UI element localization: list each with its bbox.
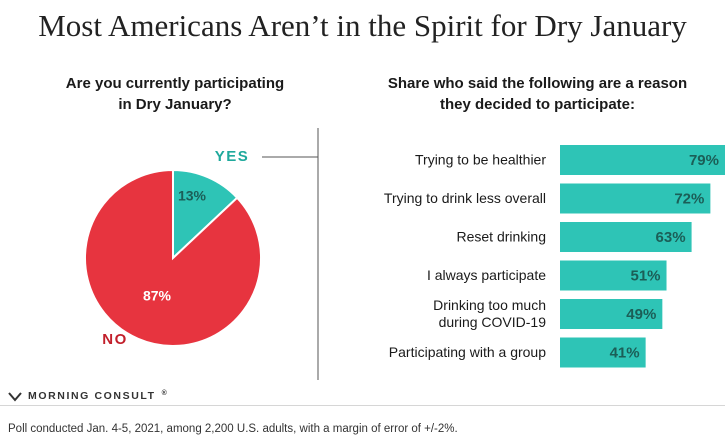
bar-title-line: Share who said the following are a reaso… [387, 75, 688, 92]
pie-chart: 13% YES 87% NO [84, 148, 262, 348]
pie-slice-no [84, 168, 262, 347]
bar [560, 337, 646, 368]
bar-value-label: 79% [689, 152, 719, 169]
pie-category-label: NO [102, 331, 128, 348]
pie-slice-yes [172, 168, 239, 261]
bar [560, 183, 711, 214]
pie-category-label: YES [215, 148, 250, 165]
bar-category-label: Drinking too much [433, 297, 546, 313]
pie-chart-title: Are you currently participating in Dry J… [30, 73, 320, 115]
bar [560, 222, 692, 252]
bar-title-line: they decided to participate: [439, 96, 636, 113]
bar-category-label: Reset drinking [457, 229, 547, 245]
logo-mark-icon [8, 391, 22, 402]
bar-value-label: 63% [656, 229, 686, 246]
bar-category-label: Participating with a group [389, 344, 546, 360]
pie-value-label: 13% [178, 188, 207, 204]
bar-category-label: Trying to be healthier [415, 152, 546, 168]
bar [560, 299, 663, 329]
bar-value-label: 51% [630, 267, 660, 284]
pie-title-line: Are you currently participating [65, 75, 285, 92]
bar [560, 145, 725, 175]
brand-logo: MORNING CONSULT ® [8, 390, 167, 402]
bar-category-label: I always participate [427, 267, 546, 283]
bar-chart: 79% Trying to be healthier 72% Trying to dr… [384, 145, 725, 368]
brand-registered-mark: ® [161, 390, 167, 397]
bar-category-label: Trying to drink less overall [384, 190, 546, 206]
bar [560, 260, 667, 291]
bar-value-label: 49% [626, 306, 656, 323]
connector-lines [262, 128, 319, 380]
footnote: Poll conducted Jan. 4-5, 2021, among 2,2… [0, 405, 725, 435]
chart-title: Most Americans Aren’t in the Spirit for … [38, 8, 687, 43]
bar-category-label: during COVID-19 [439, 314, 547, 330]
bar-chart-title: Share who said the following are a reaso… [360, 73, 715, 115]
brand-name: MORNING CONSULT [28, 390, 156, 402]
pie-title-line: in Dry January? [118, 96, 232, 113]
bar-value-label: 41% [610, 344, 640, 361]
bar-value-label: 72% [674, 190, 704, 207]
pie-value-label: 87% [143, 288, 172, 304]
